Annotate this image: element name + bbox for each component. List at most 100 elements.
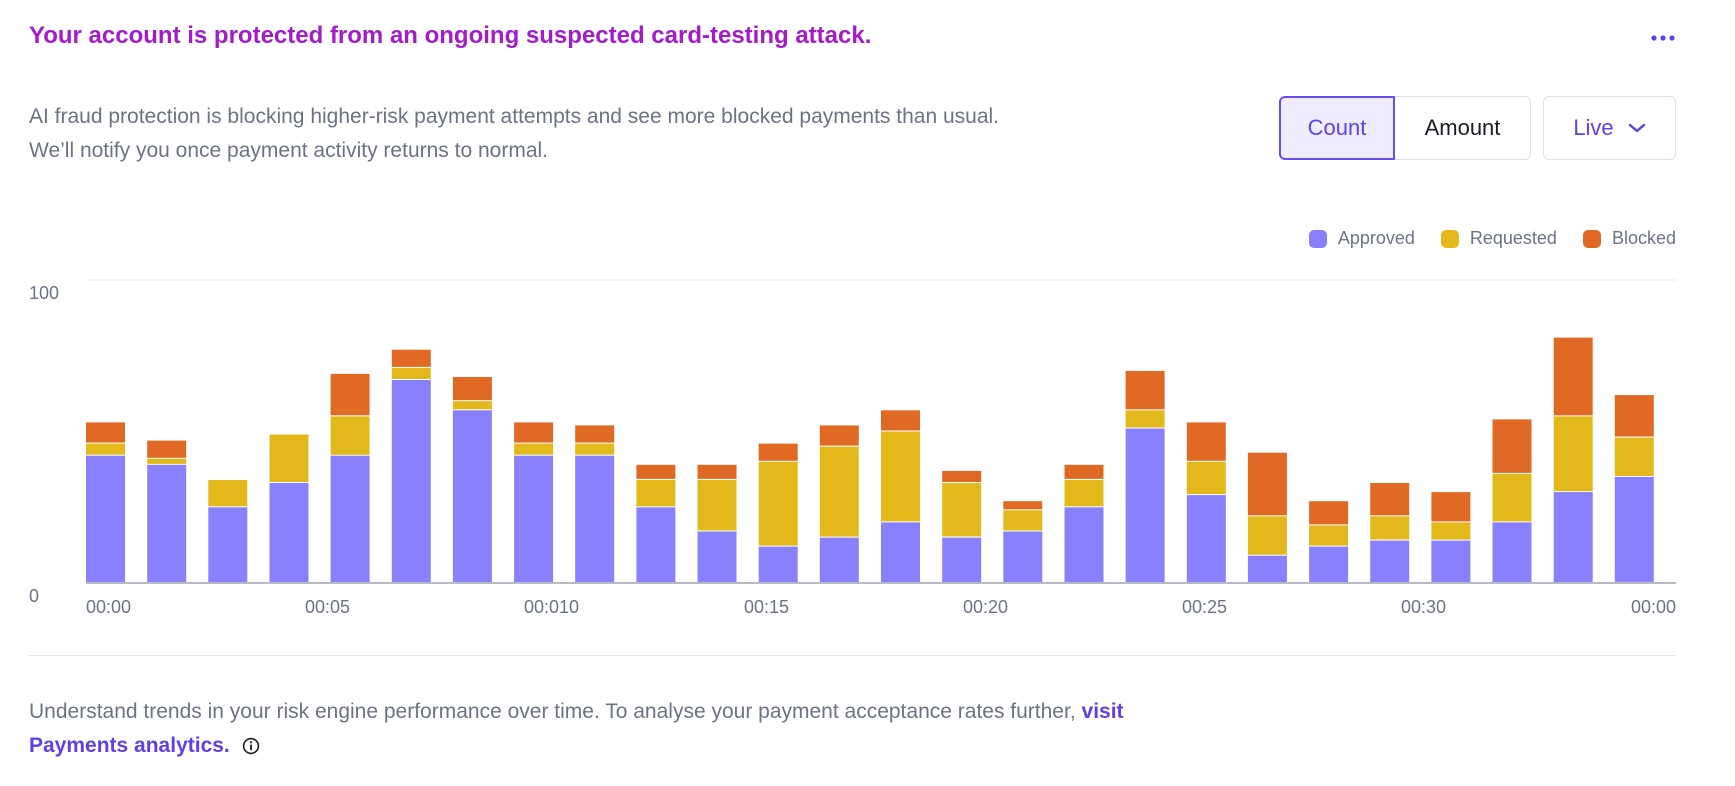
bar-requested xyxy=(1064,480,1104,507)
bar-blocked xyxy=(1614,395,1654,437)
alert-title: Your account is protected from an ongoin… xyxy=(29,22,872,49)
bar-approved xyxy=(1003,531,1043,582)
x-tick-label: 00:20 xyxy=(963,597,1008,617)
bar-requested xyxy=(819,446,859,537)
bar-approved xyxy=(514,455,554,582)
bar-requested xyxy=(452,401,492,410)
payments-analytics-link[interactable]: visit Payments analytics. xyxy=(29,700,1124,757)
bar-approved xyxy=(942,537,982,582)
more-options-button[interactable] xyxy=(1646,26,1680,50)
bar-approved xyxy=(575,455,615,582)
bar-requested xyxy=(1247,516,1287,555)
bar-blocked xyxy=(1309,501,1349,525)
bar-requested xyxy=(208,480,248,507)
legend-label-requested: Requested xyxy=(1469,228,1557,248)
bar-blocked xyxy=(1247,452,1287,516)
bar-blocked xyxy=(452,377,492,401)
bar-blocked xyxy=(819,425,859,446)
bar-requested xyxy=(758,461,798,546)
chevron-down-icon xyxy=(1628,123,1645,133)
bar-approved xyxy=(881,522,920,582)
bar-blocked xyxy=(1186,422,1226,461)
bar-blocked xyxy=(1003,501,1043,510)
bar-approved xyxy=(1614,476,1654,582)
section-divider xyxy=(29,655,1676,656)
bar-requested xyxy=(1003,510,1043,531)
bar-approved xyxy=(1186,495,1226,582)
bar-requested xyxy=(575,443,615,455)
metric-toggle: Count Amount xyxy=(1279,96,1531,160)
bar-requested xyxy=(86,443,125,455)
bar-approved xyxy=(1125,428,1165,582)
bar-blocked xyxy=(1064,464,1104,479)
bar-requested xyxy=(514,443,554,455)
legend-item-blocked: Blocked xyxy=(1582,228,1676,249)
bar-blocked xyxy=(636,464,676,479)
bar-approved xyxy=(697,531,737,582)
bar-blocked xyxy=(514,422,554,443)
bar-approved xyxy=(208,507,248,583)
time-range-label: Live xyxy=(1573,115,1614,140)
x-tick-label: 00:30 xyxy=(1401,597,1446,617)
chart-legend: Approved Requested Blocked xyxy=(1308,228,1676,249)
bar-requested xyxy=(1309,525,1349,546)
bar-approved xyxy=(1492,522,1532,582)
bar-requested xyxy=(391,367,431,379)
bar-blocked xyxy=(147,440,187,458)
footer-text: Understand trends in your risk engine pe… xyxy=(29,695,1149,763)
legend-label-blocked: Blocked xyxy=(1611,228,1676,248)
bar-approved xyxy=(330,455,370,582)
legend-swatch-requested xyxy=(1440,229,1459,248)
legend-item-requested: Requested xyxy=(1440,228,1557,249)
more-horizontal-icon xyxy=(1651,35,1675,41)
bar-approved xyxy=(391,380,431,582)
bar-approved xyxy=(86,455,125,582)
bar-requested xyxy=(942,483,982,537)
y-tick-label: 0 xyxy=(29,586,39,606)
bar-requested xyxy=(697,480,737,531)
info-circle-icon[interactable] xyxy=(242,737,260,755)
bar-requested xyxy=(1370,516,1410,540)
bar-approved xyxy=(636,507,676,583)
count-toggle-button[interactable]: Count xyxy=(1279,96,1395,160)
bar-blocked xyxy=(330,373,370,416)
bar-blocked xyxy=(758,443,798,461)
footer-description: Understand trends in your risk engine pe… xyxy=(29,700,1076,723)
description-line-1: AI fraud protection is blocking higher-r… xyxy=(29,105,1000,128)
bar-approved xyxy=(1247,555,1287,582)
bar-approved xyxy=(1431,540,1471,582)
description-line-2: We’ll notify you once payment activity r… xyxy=(29,139,549,162)
bar-requested xyxy=(1553,416,1593,492)
bar-blocked xyxy=(575,425,615,443)
x-tick-label: 00:010 xyxy=(524,597,579,617)
bar-approved xyxy=(1309,546,1349,582)
legend-swatch-approved xyxy=(1308,229,1327,248)
bar-requested xyxy=(1492,473,1532,522)
bar-requested xyxy=(881,431,920,522)
bar-requested xyxy=(1186,461,1226,495)
bar-requested xyxy=(1431,522,1471,540)
bar-requested xyxy=(330,416,370,455)
bar-approved xyxy=(819,537,859,582)
amount-toggle-button[interactable]: Amount xyxy=(1395,96,1531,160)
bar-approved xyxy=(1370,540,1410,582)
bar-blocked xyxy=(942,470,982,482)
bar-approved xyxy=(452,410,492,582)
bar-blocked xyxy=(1370,483,1410,516)
bar-blocked xyxy=(1125,370,1165,410)
legend-swatch-blocked xyxy=(1582,229,1601,248)
y-tick-label: 100 xyxy=(29,283,59,303)
bar-requested xyxy=(1614,437,1654,476)
legend-item-approved: Approved xyxy=(1308,228,1415,249)
bar-requested xyxy=(1125,410,1165,428)
bar-requested xyxy=(147,458,187,464)
time-range-select[interactable]: Live xyxy=(1543,96,1676,160)
bar-blocked xyxy=(1553,337,1593,416)
payments-bar-chart: 100 0 00:00 00:05 00:010 00:15 00:20 00:25 00:30… xyxy=(29,279,1676,617)
alert-description: AI fraud protection is blocking higher-r… xyxy=(29,100,1229,168)
bar-requested xyxy=(269,434,309,482)
bar-blocked xyxy=(881,410,920,431)
bar-requested xyxy=(636,480,676,507)
bar-blocked xyxy=(1431,492,1471,522)
bar-approved xyxy=(758,546,798,582)
